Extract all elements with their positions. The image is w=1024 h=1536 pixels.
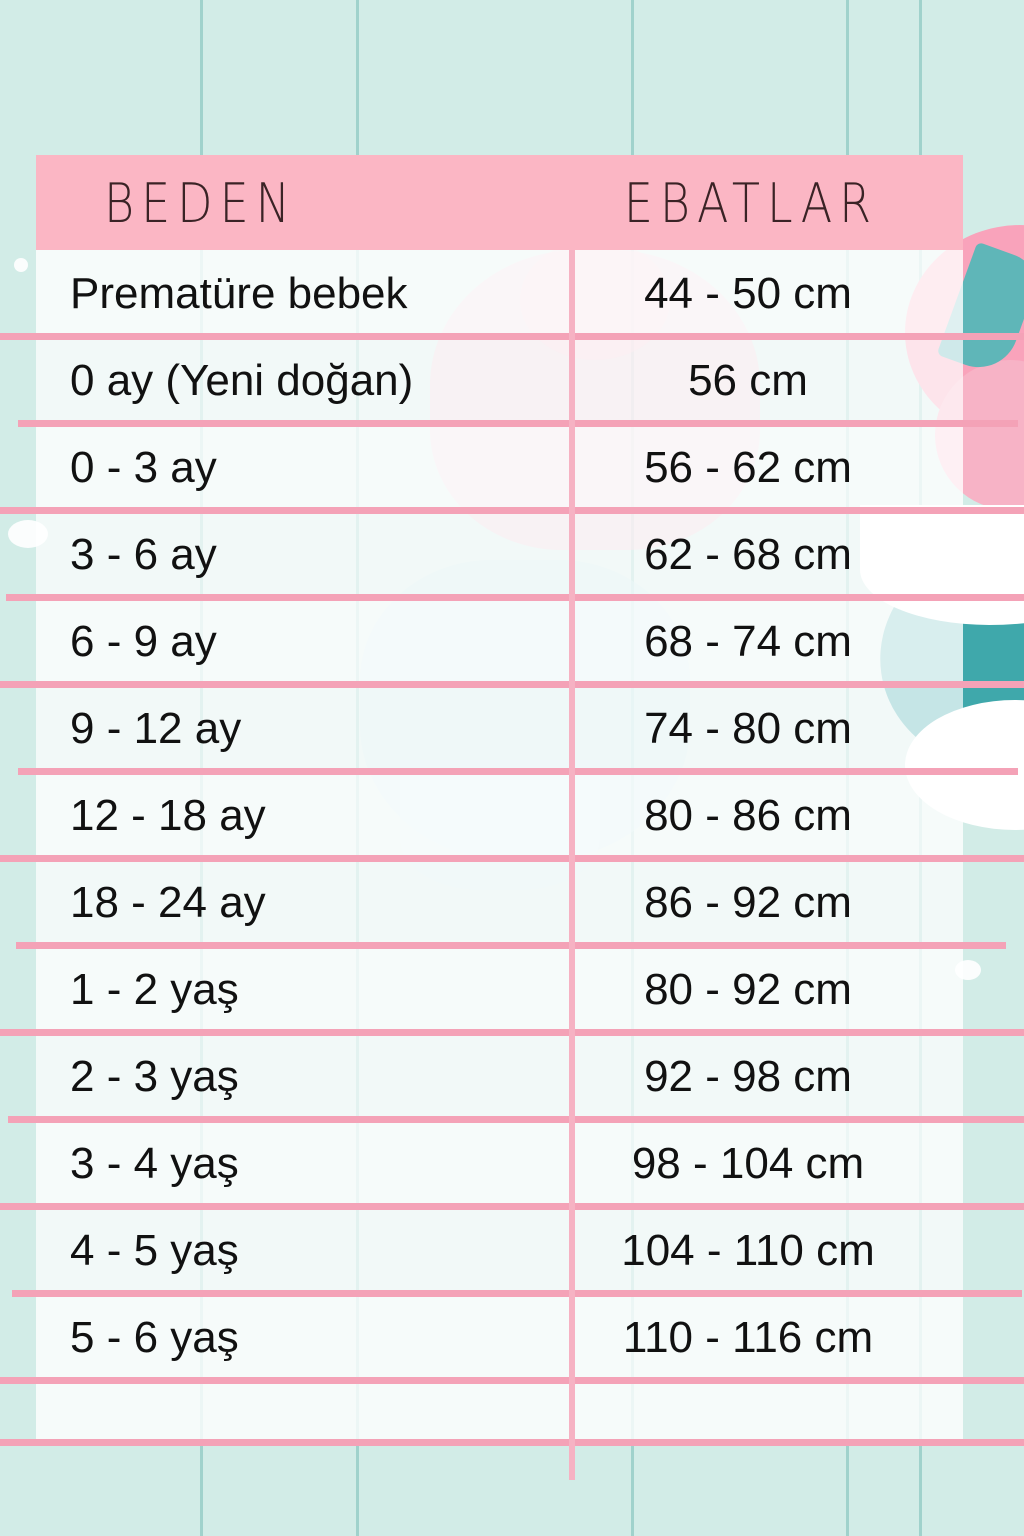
row-divider — [8, 1116, 1024, 1123]
column-header-ebatlar: EBATLAR — [623, 170, 879, 235]
cell-size: Prematüre bebek — [70, 268, 408, 318]
cell-dimension: 56 - 62 cm — [644, 442, 852, 492]
table-row: 3 - 6 ay 62 - 68 cm — [36, 511, 963, 598]
table-row: 0 - 3 ay 56 - 62 cm — [36, 424, 963, 511]
row-divider — [0, 1439, 1024, 1446]
table-row: 18 - 24 ay 86 - 92 cm — [36, 859, 963, 946]
cell-size: 0 - 3 ay — [70, 442, 217, 492]
table-row: 9 - 12 ay 74 - 80 cm — [36, 685, 963, 772]
row-divider — [6, 594, 1024, 601]
table-row: 5 - 6 yaş 110 - 116 cm — [36, 1294, 963, 1381]
cell-dimension: 80 - 92 cm — [644, 964, 852, 1014]
cell-dimension: 104 - 110 cm — [621, 1225, 875, 1275]
cell-dimension: 56 cm — [688, 355, 808, 405]
row-divider — [0, 1203, 1024, 1210]
cell-size: 3 - 4 yaş — [70, 1138, 239, 1188]
table-row: 0 ay (Yeni doğan) 56 cm — [36, 337, 963, 424]
table-row — [36, 1381, 963, 1443]
table-body: Prematüre bebek 44 - 50 cm 0 ay (Yeni doğa… — [0, 250, 1024, 1446]
row-divider — [0, 507, 1024, 514]
cell-dimension: 74 - 80 cm — [644, 703, 852, 753]
table-row: Prematüre bebek 44 - 50 cm — [36, 250, 963, 337]
cell-size: 0 ay (Yeni doğan) — [70, 355, 414, 405]
cell-size: 6 - 9 ay — [70, 616, 217, 666]
cell-dimension: 80 - 86 cm — [644, 790, 852, 840]
row-divider — [0, 681, 1024, 688]
table-header-row: BEDEN EBATLAR — [36, 155, 963, 250]
cell-size: 18 - 24 ay — [70, 877, 266, 927]
row-divider — [0, 1377, 1024, 1384]
cell-dimension: 98 - 104 cm — [631, 1138, 865, 1188]
background-dot — [14, 258, 28, 272]
cell-size: 4 - 5 yaş — [70, 1225, 239, 1275]
cell-size: 2 - 3 yaş — [70, 1051, 239, 1101]
table-row: 1 - 2 yaş 80 - 92 cm — [36, 946, 963, 1033]
cell-size: 9 - 12 ay — [70, 703, 242, 753]
cell-size: 3 - 6 ay — [70, 529, 217, 579]
table-row: 2 - 3 yaş 92 - 98 cm — [36, 1033, 963, 1120]
cell-size: 5 - 6 yaş — [70, 1312, 239, 1362]
cell-size: 12 - 18 ay — [70, 790, 266, 840]
cell-dimension: 110 - 116 cm — [622, 1312, 874, 1362]
row-divider — [12, 1290, 1022, 1297]
row-divider — [18, 420, 1018, 427]
row-divider — [18, 768, 1018, 775]
table-row: 4 - 5 yaş 104 - 110 cm — [36, 1207, 963, 1294]
column-separator — [569, 250, 575, 1480]
cell-dimension: 92 - 98 cm — [644, 1051, 852, 1101]
table-row: 6 - 9 ay 68 - 74 cm — [36, 598, 963, 685]
row-divider — [16, 942, 1006, 949]
row-divider — [0, 855, 1024, 862]
size-chart-table: BEDEN EBATLAR Prematüre bebek 44 - 50 cm 0… — [0, 155, 1024, 1446]
table-row: 12 - 18 ay 80 - 86 cm — [36, 772, 963, 859]
cell-dimension: 62 - 68 cm — [644, 529, 852, 579]
row-divider — [0, 1029, 1024, 1036]
table-row: 3 - 4 yaş 98 - 104 cm — [36, 1120, 963, 1207]
cell-dimension: 44 - 50 cm — [644, 268, 852, 318]
cell-dimension: 86 - 92 cm — [644, 877, 852, 927]
column-header-beden: BEDEN — [104, 170, 298, 235]
row-divider — [0, 333, 1024, 340]
cell-dimension: 68 - 74 cm — [644, 616, 852, 666]
cell-size: 1 - 2 yaş — [70, 964, 239, 1014]
